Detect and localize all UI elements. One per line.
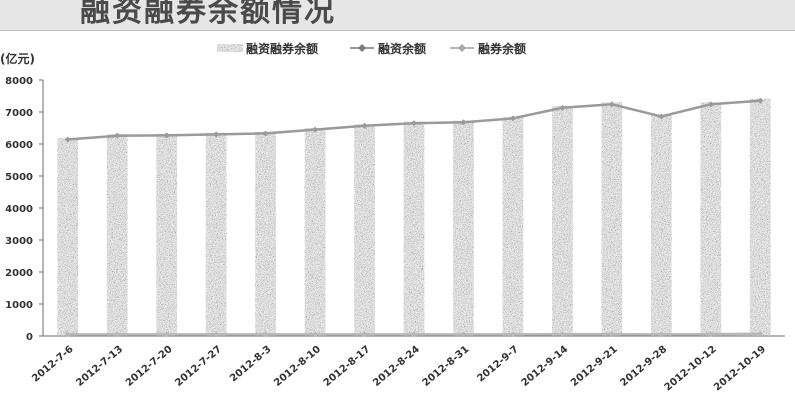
line-point xyxy=(163,132,170,139)
line-point xyxy=(509,331,516,338)
line-point xyxy=(114,132,121,139)
line-point xyxy=(361,331,368,338)
bar-2012-9-21 xyxy=(601,102,623,337)
line-point xyxy=(213,331,220,338)
x-tick-label: 2012-9-7 xyxy=(475,344,520,385)
chart-legend: 融资融券余额 融资余额 融券余额 xyxy=(217,41,526,56)
y-tick-label: 0 xyxy=(26,332,33,343)
line-point xyxy=(411,331,417,338)
line-point xyxy=(163,331,170,338)
x-tick-label: 2012-9-14 xyxy=(520,344,571,389)
bar-2012-8-10 xyxy=(304,128,326,336)
line-point xyxy=(64,331,71,338)
line-point xyxy=(658,113,665,120)
line-point xyxy=(509,115,516,122)
bar-series xyxy=(57,98,771,337)
line-point xyxy=(559,331,566,338)
bar-2012-9-7 xyxy=(502,116,524,336)
y-tick-label: 7000 xyxy=(5,108,33,119)
x-tick-label: 2012-7-20 xyxy=(124,344,175,389)
line-point xyxy=(460,331,467,338)
x-tick-label: 2012-8-17 xyxy=(322,344,373,389)
legend-label-securities: 融券余额 xyxy=(478,41,526,56)
line-point xyxy=(559,104,566,111)
line-series xyxy=(64,97,764,338)
line-point xyxy=(262,331,269,338)
x-tick-label: 2012-9-28 xyxy=(619,344,670,389)
line-point xyxy=(608,101,615,108)
x-tick-label: 2012-8-24 xyxy=(371,344,422,389)
x-tick-label: 2012-9-21 xyxy=(569,344,620,389)
y-tick-label: 1000 xyxy=(5,300,33,311)
legend-label-total: 融资融券余额 xyxy=(246,41,318,56)
y-axis-unit-label: (亿元) xyxy=(0,51,35,66)
line-point xyxy=(707,331,714,338)
x-tick-label: 2012-7-6 xyxy=(30,344,75,385)
line-point xyxy=(312,331,319,338)
bar-2012-10-12 xyxy=(700,102,722,337)
line-point xyxy=(707,101,714,108)
bar-2012-8-17 xyxy=(354,124,375,336)
bar-2012-8-24 xyxy=(403,121,425,336)
bar-2012-10-19 xyxy=(749,98,771,336)
line-point xyxy=(312,126,319,133)
y-tick-label: 4000 xyxy=(5,204,33,215)
line-point xyxy=(64,136,71,143)
title-band: 融资融券余额情况 xyxy=(0,0,795,31)
x-tick-label: 2012-10-12 xyxy=(663,344,719,394)
x-tick-label: 2012-7-27 xyxy=(173,344,224,389)
line-point xyxy=(608,331,615,338)
line-point xyxy=(411,120,417,127)
x-tick-label: 2012-8-10 xyxy=(272,344,323,389)
bar-2012-7-20 xyxy=(156,133,178,336)
bar-2012-7-27 xyxy=(205,132,227,336)
y-tick-label: 3000 xyxy=(5,236,33,247)
x-tick-label: 2012-8-31 xyxy=(421,344,472,389)
line-point xyxy=(361,122,368,129)
legend-marker-securities xyxy=(458,44,466,52)
x-tick-label: 2012-10-19 xyxy=(712,344,768,394)
bar-2012-7-13 xyxy=(106,134,128,336)
y-tick-label: 5000 xyxy=(5,172,33,183)
line-point xyxy=(262,130,269,137)
line-point xyxy=(114,331,121,338)
bar-2012-9-14 xyxy=(552,105,573,336)
legend-marker-financing xyxy=(358,44,366,52)
line-point xyxy=(460,119,467,126)
chart-title: 融资融券余额情况 xyxy=(80,0,336,29)
y-tick-label: 8000 xyxy=(5,76,33,87)
bar-2012-8-31 xyxy=(453,120,474,336)
y-tick-label: 2000 xyxy=(5,268,33,279)
line-point xyxy=(213,131,220,138)
bar-2012-8-3 xyxy=(255,131,276,336)
line-point xyxy=(757,330,764,337)
x-tick-label: 2012-8-3 xyxy=(228,344,273,385)
x-tick-label: 2012-7-13 xyxy=(74,344,125,389)
line-point xyxy=(658,331,665,338)
legend-swatch-bar xyxy=(217,44,243,52)
bar-2012-9-28 xyxy=(650,114,672,336)
bar-2012-7-6 xyxy=(57,137,79,336)
legend-label-financing: 融资余额 xyxy=(378,41,426,56)
y-axis-ticks: 0 1000 2000 3000 4000 5000 6000 7000 8000 xyxy=(5,76,43,343)
y-tick-label: 6000 xyxy=(5,140,33,151)
line-point xyxy=(757,97,764,104)
